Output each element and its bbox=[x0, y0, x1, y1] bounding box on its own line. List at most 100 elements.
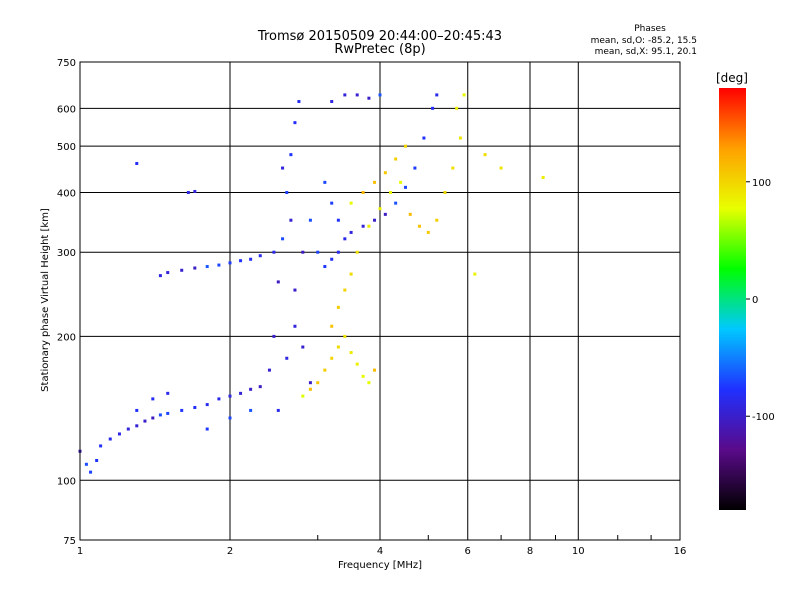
data-point-o bbox=[239, 259, 243, 263]
data-point-x bbox=[451, 166, 455, 170]
data-point-o bbox=[403, 185, 407, 189]
data-point-o bbox=[285, 356, 289, 360]
data-point-x bbox=[361, 374, 365, 378]
y-tick-label: 100 bbox=[57, 476, 76, 487]
y-tick-label: 600 bbox=[57, 104, 76, 115]
colorbar-tick-label: -100 bbox=[752, 412, 775, 423]
data-point-x bbox=[349, 272, 353, 276]
data-point-o bbox=[293, 121, 297, 125]
data-points bbox=[78, 93, 545, 474]
data-point-o bbox=[205, 427, 209, 431]
data-point-o bbox=[413, 166, 417, 170]
data-point-x bbox=[541, 175, 545, 179]
data-point-o bbox=[95, 458, 99, 462]
colorbar-tick-label: 0 bbox=[752, 295, 758, 306]
data-point-o bbox=[336, 218, 340, 222]
data-point-x bbox=[367, 381, 371, 385]
data-point-o bbox=[258, 254, 262, 258]
data-point-x bbox=[378, 207, 382, 211]
data-point-o bbox=[228, 394, 232, 398]
x-axis-label: Frequency [MHz] bbox=[338, 560, 422, 571]
phases-mean-x: mean, sd,X: 95.1, 20.1 bbox=[595, 47, 697, 57]
data-point-o bbox=[431, 106, 435, 110]
data-point-x bbox=[355, 362, 359, 366]
data-point-o bbox=[330, 201, 334, 205]
data-point-o bbox=[276, 280, 280, 284]
data-point-x bbox=[367, 224, 371, 228]
y-axis-label: Stationary phase Virtual Height [km] bbox=[40, 208, 51, 392]
data-point-x bbox=[389, 190, 393, 194]
data-point-o bbox=[217, 263, 221, 267]
grid bbox=[80, 62, 680, 540]
data-point-o bbox=[151, 416, 155, 420]
data-point-o bbox=[422, 136, 426, 140]
data-point-o bbox=[349, 230, 353, 234]
colorbar-tick-label: 100 bbox=[752, 178, 771, 189]
data-point-o bbox=[383, 212, 387, 216]
data-point-o bbox=[249, 408, 253, 412]
data-point-x bbox=[336, 345, 340, 349]
data-point-x bbox=[343, 288, 347, 292]
x-tick-label: 2 bbox=[227, 546, 233, 557]
y-tick-label: 75 bbox=[63, 536, 76, 547]
data-point-x bbox=[408, 212, 412, 216]
data-point-o bbox=[151, 397, 155, 401]
data-point-x bbox=[361, 190, 365, 194]
data-point-o bbox=[158, 413, 162, 417]
data-point-o bbox=[135, 161, 139, 165]
data-point-x bbox=[403, 144, 407, 148]
data-point-x bbox=[323, 368, 327, 372]
data-point-o bbox=[193, 266, 197, 270]
x-tick-label: 1 bbox=[77, 546, 83, 557]
y-tick-label: 400 bbox=[57, 188, 76, 199]
plot-frame bbox=[79, 61, 681, 541]
data-point-o bbox=[205, 403, 209, 407]
data-point-o bbox=[394, 201, 398, 205]
data-point-o bbox=[281, 237, 285, 241]
data-point-x bbox=[443, 190, 447, 194]
data-point-o bbox=[89, 470, 93, 474]
data-point-x bbox=[455, 106, 459, 110]
data-point-x bbox=[399, 180, 403, 184]
data-point-o bbox=[228, 261, 232, 265]
data-point-o bbox=[272, 334, 276, 338]
data-point-o bbox=[308, 218, 312, 222]
data-point-o bbox=[301, 345, 305, 349]
chart-subtitle: RwPretec (8p) bbox=[334, 42, 425, 57]
x-tick-label: 6 bbox=[465, 546, 471, 557]
data-point-x bbox=[330, 356, 334, 360]
data-point-o bbox=[316, 250, 320, 254]
data-point-o bbox=[193, 405, 197, 409]
data-point-o bbox=[108, 437, 112, 441]
data-point-o bbox=[289, 218, 293, 222]
data-point-o bbox=[249, 257, 253, 261]
data-point-x bbox=[355, 250, 359, 254]
data-point-x bbox=[349, 201, 353, 205]
data-point-o bbox=[373, 218, 377, 222]
data-point-o bbox=[361, 224, 365, 228]
data-point-o bbox=[293, 288, 297, 292]
data-point-x bbox=[343, 334, 347, 338]
data-point-o bbox=[99, 444, 103, 448]
data-point-o bbox=[336, 250, 340, 254]
data-point-o bbox=[267, 368, 271, 372]
data-point-o bbox=[355, 93, 359, 97]
data-point-x bbox=[499, 166, 503, 170]
colorbar-ticks: 100 0 -100 bbox=[746, 178, 775, 423]
data-point-o bbox=[158, 274, 162, 278]
data-point-o bbox=[166, 391, 170, 395]
data-point-x bbox=[394, 157, 398, 161]
data-point-o bbox=[217, 397, 221, 401]
data-point-o bbox=[239, 391, 243, 395]
data-point-o bbox=[117, 432, 121, 436]
data-point-x bbox=[383, 171, 387, 175]
data-point-o bbox=[180, 408, 184, 412]
data-point-o bbox=[166, 271, 170, 275]
data-point-o bbox=[343, 237, 347, 241]
data-point-o bbox=[435, 93, 439, 97]
data-point-x bbox=[473, 272, 477, 276]
x-axis-ticks: 1 2 4 6 8 10 16 bbox=[77, 535, 686, 557]
data-point-o bbox=[301, 250, 305, 254]
data-point-x bbox=[435, 218, 439, 222]
